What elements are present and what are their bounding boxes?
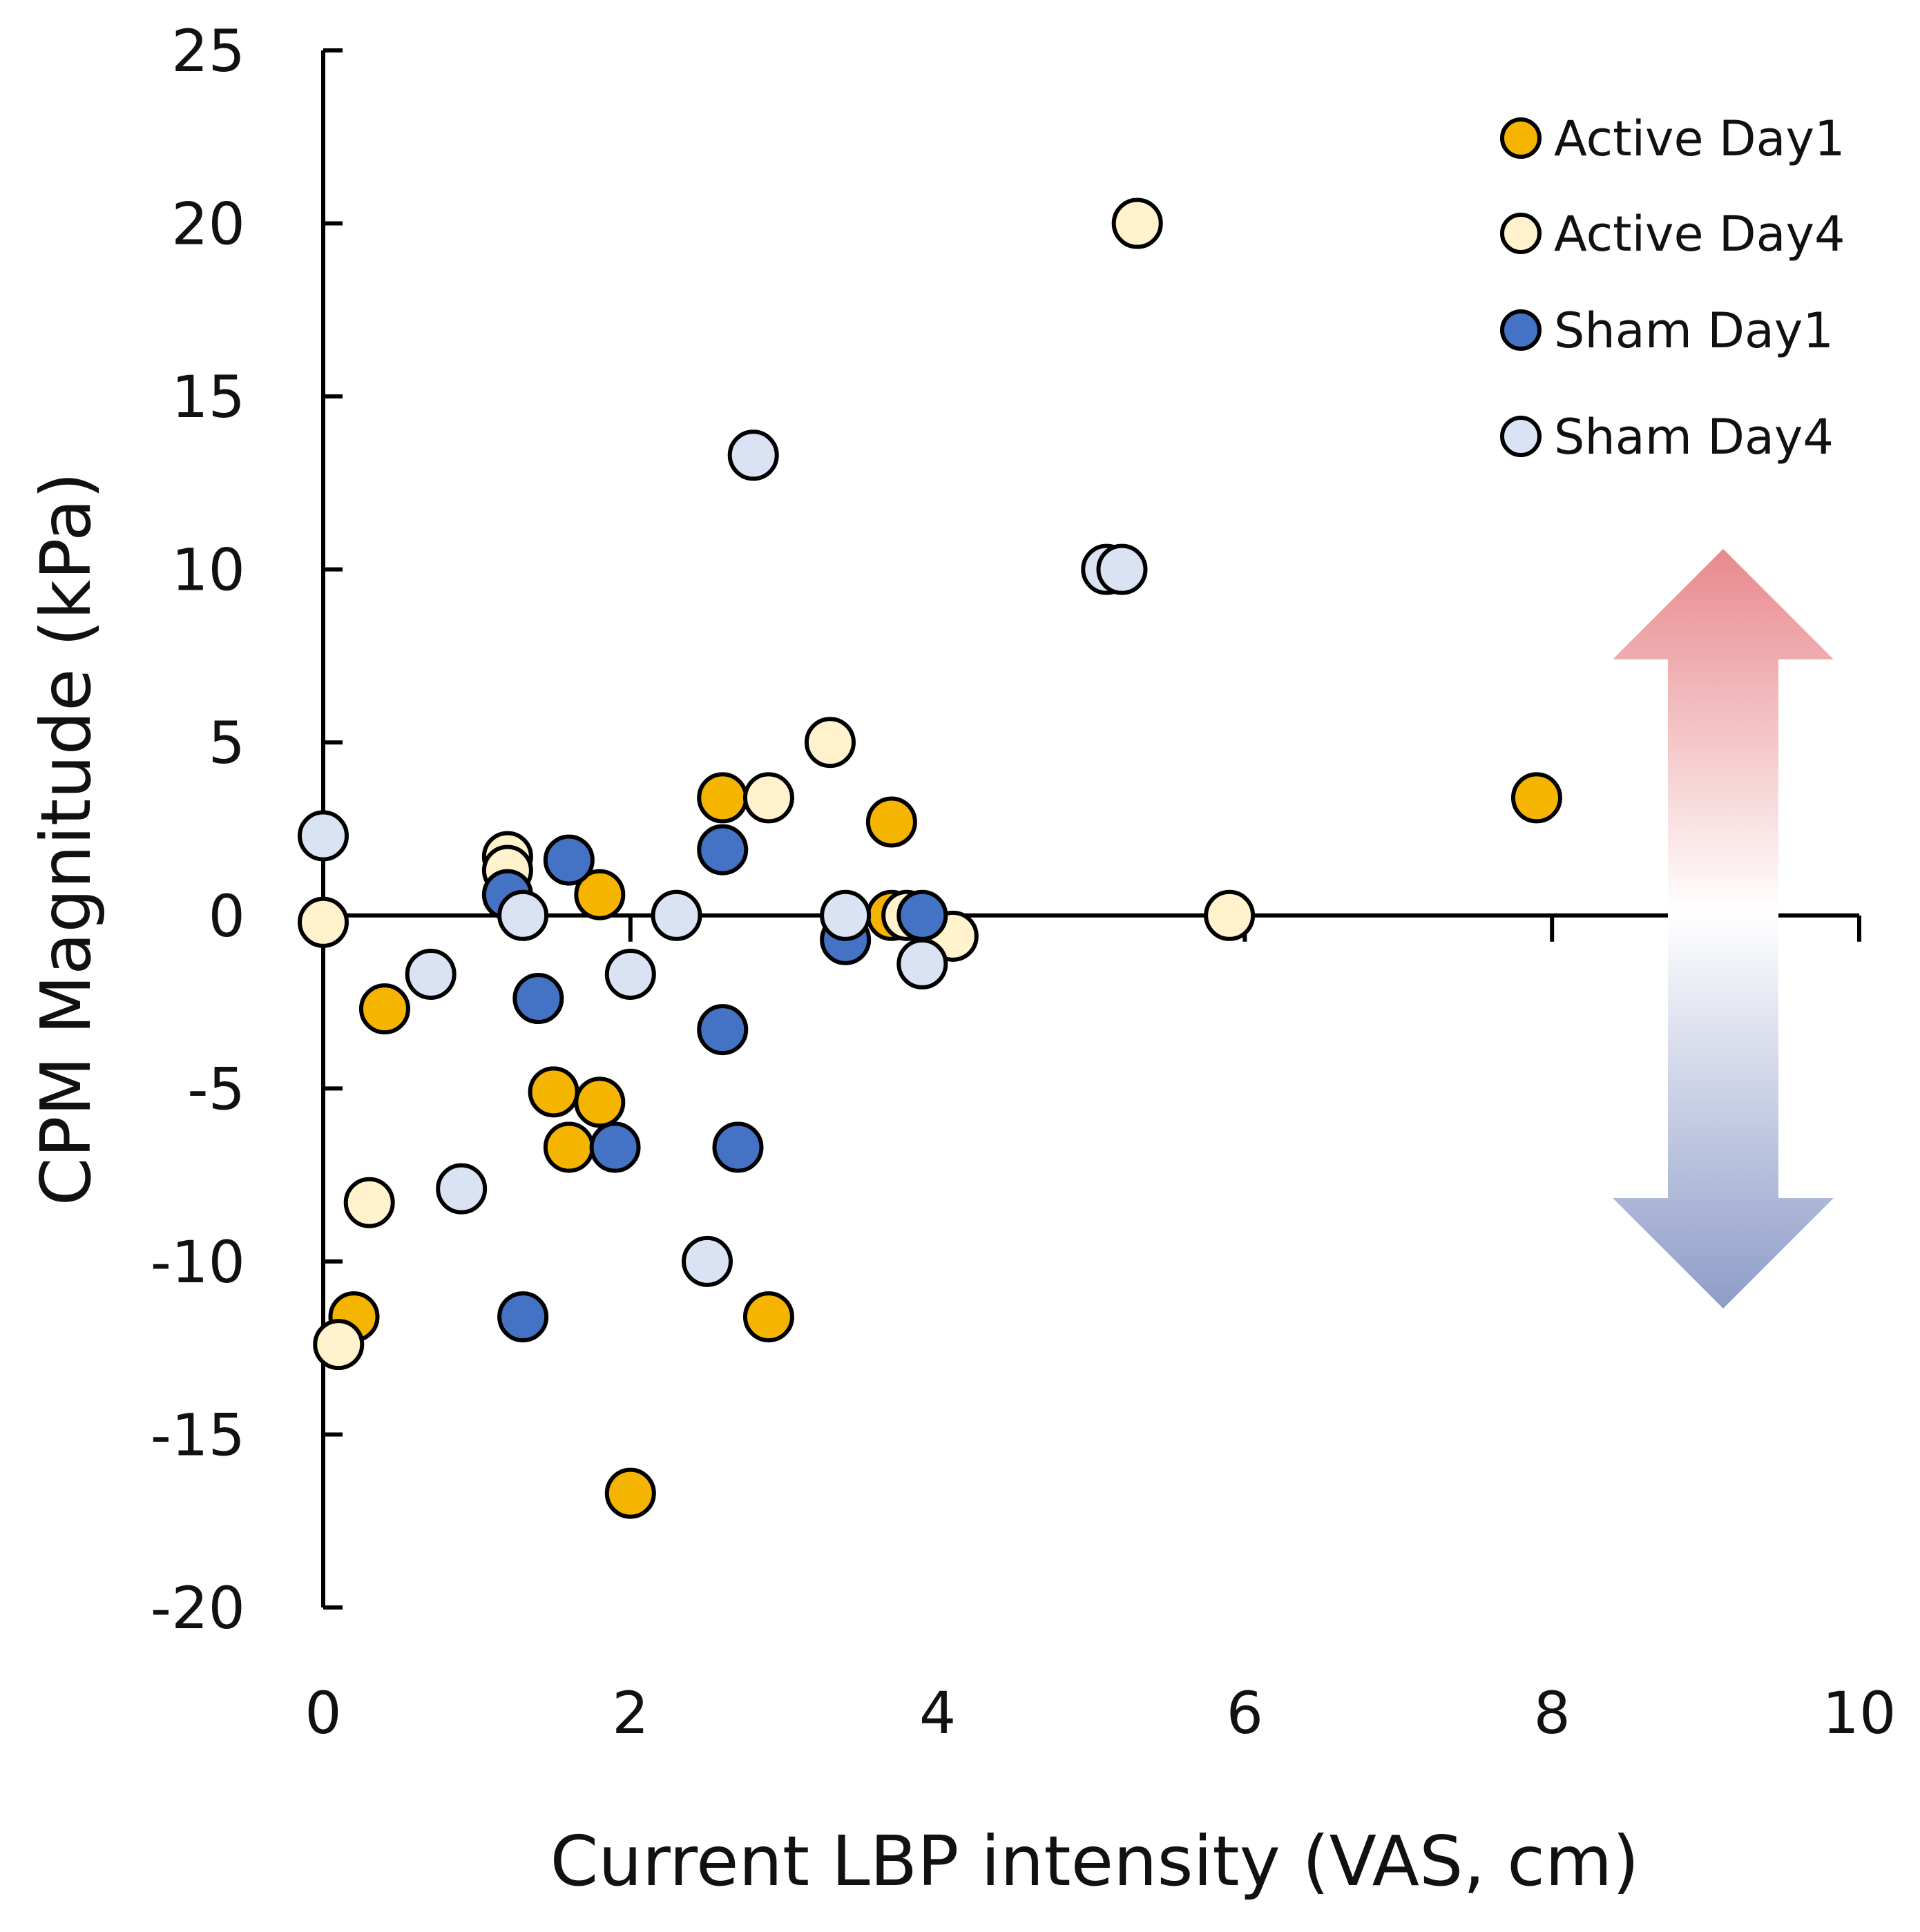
legend-marker-active-day4 — [1500, 213, 1542, 254]
legend-label-sham-day4: Sham Day4 — [1554, 409, 1834, 465]
point-active-day4 — [298, 896, 349, 948]
x-tick-label: 2 — [612, 1679, 649, 1747]
point-active-day1 — [697, 772, 749, 824]
point-sham-day1 — [896, 889, 948, 941]
data-points — [298, 197, 1562, 1519]
point-sham-day1 — [697, 1004, 749, 1056]
y-tick-label: 5 — [209, 709, 245, 777]
point-active-day1 — [574, 869, 626, 920]
point-active-day4 — [742, 772, 794, 824]
axes: 25 20 15 10 5 0 -5 -10 -15 -20 0 2 4 6 8 10 — [151, 17, 1897, 1747]
legend-label-sham-day1: Sham Day1 — [1554, 302, 1834, 359]
y-tick-label: 10 — [171, 537, 245, 604]
y-tick-label: 0 — [209, 882, 245, 950]
point-sham-day1 — [497, 1291, 549, 1343]
point-active-day1 — [358, 983, 410, 1035]
x-tick-label: 10 — [1823, 1679, 1897, 1747]
point-sham-day4 — [436, 1163, 488, 1215]
point-active-day1 — [604, 1467, 656, 1519]
point-active-day1 — [865, 796, 917, 848]
double-arrow-annotation — [1613, 549, 1834, 1308]
point-sham-day4 — [298, 810, 349, 862]
point-sham-day4 — [604, 948, 656, 1000]
point-sham-day4 — [820, 889, 872, 941]
legend: Active Day1 Active Day4 Sham Day1 Sham Day4 — [1500, 110, 1845, 465]
legend-marker-sham-day4 — [1500, 416, 1542, 457]
point-sham-day4 — [896, 938, 948, 989]
y-tick-label: -10 — [151, 1228, 245, 1296]
point-sham-day4 — [405, 948, 457, 1000]
point-sham-day4 — [651, 889, 702, 941]
x-tick-label: 0 — [305, 1679, 341, 1747]
y-tick-label: -5 — [187, 1055, 245, 1123]
y-axis-title: CPM Magnitude (kPa) — [26, 472, 106, 1206]
point-active-day1 — [742, 1291, 794, 1343]
point-sham-day1 — [512, 973, 564, 1025]
x-tick-label: 8 — [1533, 1679, 1570, 1747]
y-tick-label: 20 — [171, 191, 245, 258]
point-active-day4 — [313, 1319, 365, 1371]
legend-marker-active-day1 — [1500, 117, 1542, 159]
point-active-day1 — [528, 1066, 579, 1118]
y-tick-label: -20 — [151, 1574, 245, 1642]
point-active-day4 — [804, 717, 856, 769]
point-active-day4 — [343, 1177, 395, 1228]
point-sham-day1 — [697, 824, 749, 876]
point-sham-day1 — [543, 834, 595, 886]
point-sham-day4 — [1096, 543, 1148, 595]
y-tick-label: 15 — [171, 363, 245, 431]
point-sham-day4 — [727, 429, 779, 481]
legend-marker-sham-day1 — [1500, 309, 1542, 351]
point-sham-day1 — [589, 1121, 641, 1173]
point-sham-day1 — [712, 1121, 764, 1173]
point-active-day1 — [1510, 772, 1562, 824]
y-tick-label: -15 — [151, 1401, 245, 1469]
point-active-day4 — [1111, 197, 1163, 249]
point-active-day1 — [543, 1121, 595, 1173]
y-tick-label: 25 — [171, 17, 245, 85]
x-axis-ticks: 0 2 4 6 8 10 — [305, 915, 1897, 1747]
x-tick-label: 4 — [919, 1679, 956, 1747]
legend-label-active-day1: Active Day1 — [1554, 110, 1845, 167]
point-active-day1 — [574, 1076, 626, 1128]
point-active-day4 — [1204, 889, 1256, 941]
point-sham-day4 — [497, 889, 549, 941]
x-tick-label: 6 — [1227, 1679, 1263, 1747]
x-axis-title: Current LBP intensity (VAS, cm) — [550, 1821, 1639, 1902]
point-sham-day4 — [682, 1235, 733, 1287]
legend-label-active-day4: Active Day4 — [1554, 206, 1845, 262]
